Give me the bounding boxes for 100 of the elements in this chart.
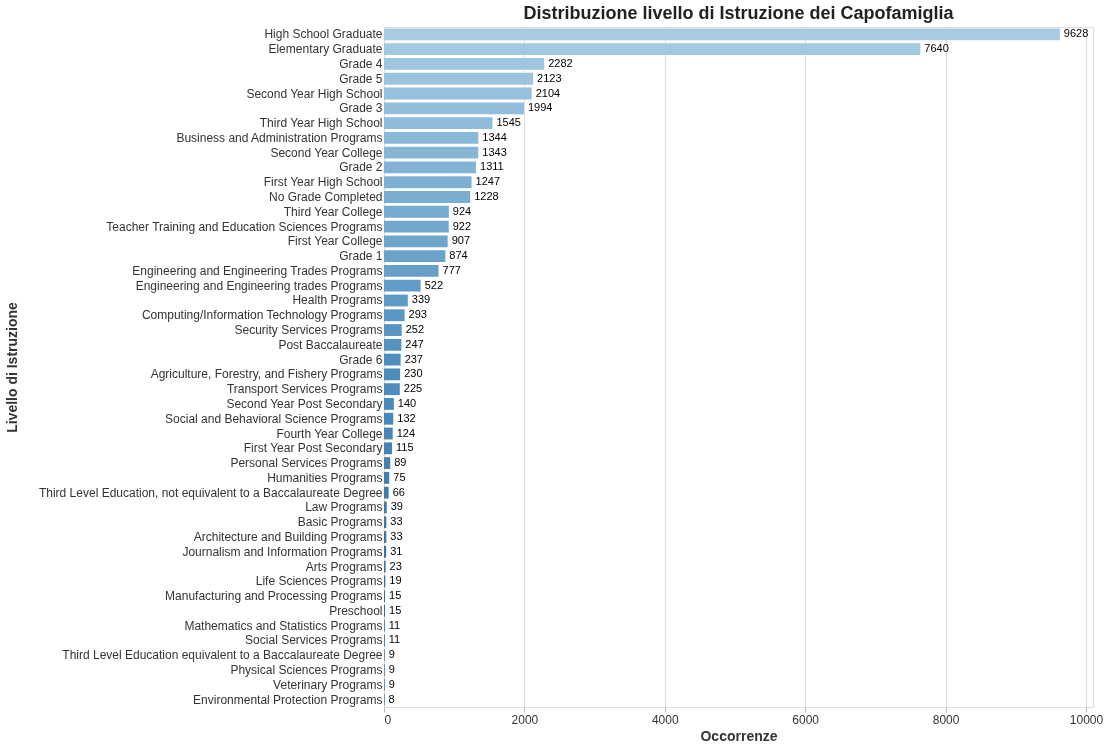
data-label: 225 xyxy=(403,382,423,395)
bar xyxy=(384,501,387,514)
data-label: 15 xyxy=(389,603,402,616)
bar xyxy=(384,87,532,100)
bar xyxy=(384,58,545,70)
data-label: 9 xyxy=(388,677,395,690)
bar xyxy=(384,398,394,410)
y-tick-label: Humanities Programs xyxy=(267,470,383,485)
data-label: 31 xyxy=(390,544,403,557)
y-tick-label: Teacher Training and Education Sciences Programs xyxy=(106,219,383,234)
data-label: 924 xyxy=(452,204,472,217)
data-label: 2123 xyxy=(537,71,562,84)
data-label: 237 xyxy=(404,352,423,365)
data-label: 339 xyxy=(411,293,431,306)
y-tick-label: Elementary Graduate xyxy=(268,42,383,57)
data-label: 33 xyxy=(390,515,403,528)
data-label: 2282 xyxy=(548,56,573,69)
data-label: 11 xyxy=(388,618,401,631)
x-tick-label: 4000 xyxy=(651,712,679,727)
x-tick-label: 2000 xyxy=(511,712,539,727)
data-label: 2104 xyxy=(535,86,561,99)
bar xyxy=(384,220,449,233)
bar xyxy=(384,486,389,499)
bar xyxy=(384,235,448,248)
bar xyxy=(384,265,439,277)
bar xyxy=(384,457,391,469)
y-axis-title: Livello di Istruzione xyxy=(3,301,20,433)
data-label: 132 xyxy=(397,411,416,424)
y-tick-label: Third Year College xyxy=(283,204,383,219)
bar xyxy=(384,324,402,336)
bar xyxy=(384,161,477,174)
y-tick-label: Computing/Information Technology Programs xyxy=(141,308,383,323)
x-tick-label: 6000 xyxy=(792,712,820,727)
y-tick-label: Third Level Education, not equivalent to a Baccalaureate Degree xyxy=(38,485,383,500)
data-label: 39 xyxy=(390,500,403,513)
y-tick-label: Grade 6 xyxy=(339,352,383,367)
y-tick-label: Grade 3 xyxy=(339,101,383,116)
y-tick-label: First Year High School xyxy=(263,175,383,190)
y-tick-label: Grade 5 xyxy=(339,71,383,86)
y-tick-label: Physical Sciences Programs xyxy=(230,663,383,678)
x-axis-title: Occorrenze xyxy=(700,727,778,744)
y-tick-label: Security Services Programs xyxy=(234,323,383,338)
data-label: 1994 xyxy=(527,101,553,114)
data-label: 33 xyxy=(390,530,403,542)
y-tick-label: Fourth Year College xyxy=(276,426,383,441)
bar xyxy=(384,309,405,322)
bar xyxy=(384,338,402,351)
data-label: 907 xyxy=(451,234,471,247)
bar xyxy=(384,176,472,189)
y-tick-label: Journalism and Information Programs xyxy=(182,544,383,559)
data-label: 874 xyxy=(449,249,468,262)
data-label: 11 xyxy=(388,633,401,646)
bar xyxy=(384,442,393,455)
x-tick-label: 10000 xyxy=(1069,712,1104,727)
data-label: 75 xyxy=(393,470,406,483)
y-tick-label: Health Programs xyxy=(292,293,383,308)
data-label: 23 xyxy=(389,559,402,572)
data-label: 922 xyxy=(452,219,472,232)
y-tick-label: Social Services Programs xyxy=(245,633,383,648)
bar xyxy=(384,250,446,263)
y-tick-label: Second Year College xyxy=(270,145,383,160)
bar xyxy=(384,72,534,85)
data-label: 1344 xyxy=(482,130,507,143)
y-tick-label: Grade 1 xyxy=(339,249,383,264)
y-tick-label: Third Year High School xyxy=(259,116,383,131)
y-tick-label: First Year College xyxy=(287,234,383,249)
data-label: 9 xyxy=(388,663,395,676)
bar xyxy=(384,43,921,56)
bar xyxy=(384,545,387,558)
y-tick-label: Arts Programs xyxy=(305,559,383,574)
data-label: 7640 xyxy=(924,42,949,55)
bar xyxy=(384,28,1060,41)
y-tick-label: Third Level Education equivalent to a Baccalaureate Degree xyxy=(62,648,383,663)
bar xyxy=(384,205,449,218)
y-tick-label: Law Programs xyxy=(305,500,383,515)
y-tick-label: Preschool xyxy=(329,603,383,618)
y-tick-label: Grade 2 xyxy=(339,160,383,175)
bar xyxy=(384,383,400,396)
x-tick-label: 8000 xyxy=(932,712,960,727)
data-label: 124 xyxy=(396,426,416,439)
y-tick-label: Engineering and Engineering trades Programs xyxy=(135,278,383,293)
x-tick-label: 0 xyxy=(384,712,392,727)
data-label: 9 xyxy=(388,648,395,661)
data-label: 1247 xyxy=(475,175,501,188)
y-tick-label: Engineering and Engineering Trades Programs xyxy=(132,263,383,278)
data-label: 9628 xyxy=(1063,27,1089,40)
data-label: 293 xyxy=(408,308,427,321)
data-label: 1545 xyxy=(496,116,521,129)
data-label: 1311 xyxy=(480,160,504,173)
data-label: 230 xyxy=(404,367,423,380)
bar xyxy=(384,131,479,144)
bar xyxy=(384,427,393,440)
data-label: 777 xyxy=(442,263,461,276)
y-tick-label: Business and Administration Programs xyxy=(176,130,383,145)
data-label: 115 xyxy=(396,441,414,454)
data-label: 140 xyxy=(397,396,417,409)
y-tick-label: High School Graduate xyxy=(264,27,383,42)
bar xyxy=(384,368,401,381)
bar xyxy=(384,146,479,159)
y-tick-label: Veterinary Programs xyxy=(273,677,383,692)
